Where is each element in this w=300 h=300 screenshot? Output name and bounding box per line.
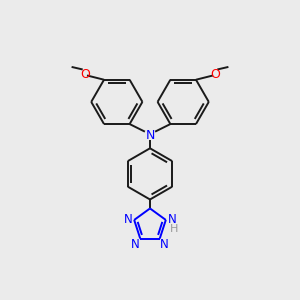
Text: N: N bbox=[145, 129, 155, 142]
Text: N: N bbox=[123, 213, 132, 226]
Text: O: O bbox=[210, 68, 220, 81]
Text: N: N bbox=[168, 213, 177, 226]
Text: N: N bbox=[131, 238, 140, 251]
Text: O: O bbox=[80, 68, 90, 81]
Text: H: H bbox=[170, 224, 178, 234]
Text: N: N bbox=[160, 238, 169, 251]
